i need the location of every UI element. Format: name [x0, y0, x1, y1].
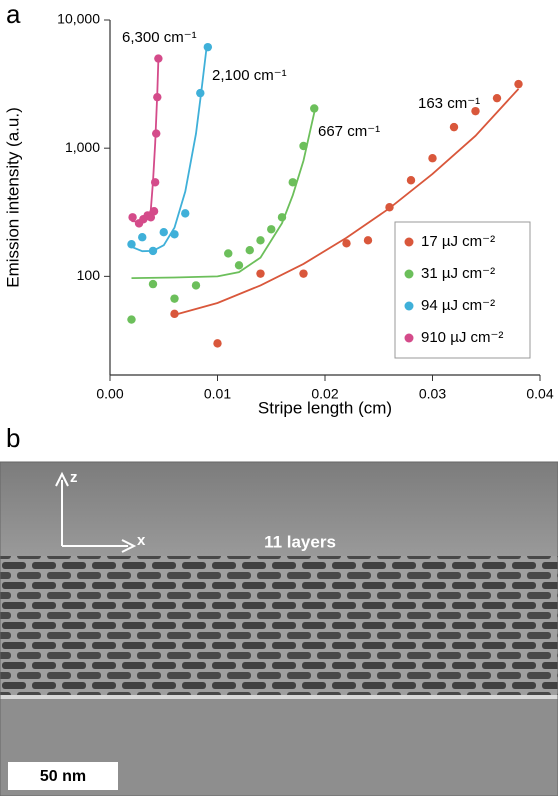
- point: [154, 54, 163, 63]
- chart: 100 1,000 10,000 0.00 0.01 0.02 0.03 0.04 Stripe…: [3, 11, 553, 418]
- point: [310, 104, 319, 113]
- y-axis-label: Emission intensity (a.u.): [3, 107, 22, 287]
- point: [191, 281, 201, 290]
- point: [514, 79, 523, 89]
- z-arrow-head: [55, 471, 69, 487]
- image-background: [0, 462, 558, 558]
- point: [138, 233, 147, 242]
- fit-line: [174, 88, 520, 316]
- layer-shade: [0, 556, 558, 696]
- fit-line: [131, 58, 160, 224]
- legend-label: 94 µJ cm⁻²: [421, 297, 495, 314]
- point: [152, 129, 161, 138]
- point: [342, 239, 351, 248]
- point: [267, 225, 276, 234]
- point: [234, 261, 244, 270]
- point: [148, 246, 158, 256]
- point: [385, 203, 394, 212]
- point: [277, 213, 287, 222]
- legend-marker: [404, 333, 414, 343]
- point: [224, 249, 233, 258]
- legend-marker: [404, 301, 414, 311]
- point: [213, 339, 222, 348]
- panel-label: a: [6, 0, 21, 29]
- point: [149, 207, 159, 216]
- annotation: 2,100 cm⁻¹: [212, 67, 287, 84]
- point: [299, 269, 308, 278]
- fit-line: [131, 112, 316, 279]
- point: [471, 106, 480, 116]
- y-tick-label: 1,000: [65, 139, 100, 155]
- point: [299, 141, 308, 151]
- layer-stack: [0, 556, 558, 696]
- y-tick-label: 10,000: [57, 11, 100, 27]
- annotation: 163 cm⁻¹: [418, 95, 480, 112]
- point: [428, 154, 437, 163]
- point: [363, 236, 373, 245]
- point: [196, 88, 205, 98]
- point: [153, 92, 162, 102]
- point: [203, 42, 213, 52]
- panel-label: b: [6, 423, 20, 453]
- point: [170, 230, 179, 239]
- fit-line: [131, 45, 208, 253]
- point: [148, 279, 158, 289]
- x-tick-label: 0.03: [419, 386, 446, 402]
- x-tick-label: 0.01: [204, 386, 231, 402]
- legend-marker: [404, 237, 414, 247]
- legend-label: 17 µJ cm⁻²: [421, 233, 495, 250]
- scale-bar: [8, 762, 118, 790]
- interface: [0, 695, 558, 699]
- x-tick-label: 0.04: [526, 386, 553, 402]
- micrograph: z x 11 layers 50 nm: [0, 462, 558, 796]
- annotation: 6,300 cm⁻¹: [122, 29, 197, 46]
- point: [406, 176, 416, 185]
- point: [150, 178, 160, 187]
- point: [181, 209, 190, 218]
- point: [288, 178, 297, 187]
- point: [127, 315, 136, 324]
- x-axis-label: Stripe length (cm): [258, 398, 392, 417]
- axis-label: x: [137, 532, 146, 549]
- annotation: 667 cm⁻¹: [318, 123, 380, 140]
- point: [128, 213, 137, 222]
- axis-label: z: [70, 469, 78, 486]
- x-tick-label: 0.00: [96, 386, 123, 402]
- point: [256, 269, 265, 278]
- legend-box: [394, 221, 531, 359]
- point: [170, 294, 179, 303]
- point: [245, 245, 254, 255]
- x-tick-label: 0.02: [311, 386, 338, 402]
- point: [256, 236, 265, 245]
- point: [159, 228, 168, 237]
- caption: 11 layers: [264, 532, 336, 551]
- legend-marker: [404, 269, 414, 279]
- x-arrow-head: [121, 539, 137, 553]
- legend-label: 910 µJ cm⁻²: [421, 329, 503, 346]
- point: [449, 122, 459, 132]
- point: [170, 309, 179, 319]
- point: [492, 93, 502, 103]
- legend-label: 31 µJ cm⁻²: [421, 265, 495, 282]
- point: [127, 240, 136, 249]
- scale-bar-label: 50 nm: [40, 768, 86, 785]
- y-tick-label: 100: [77, 267, 101, 283]
